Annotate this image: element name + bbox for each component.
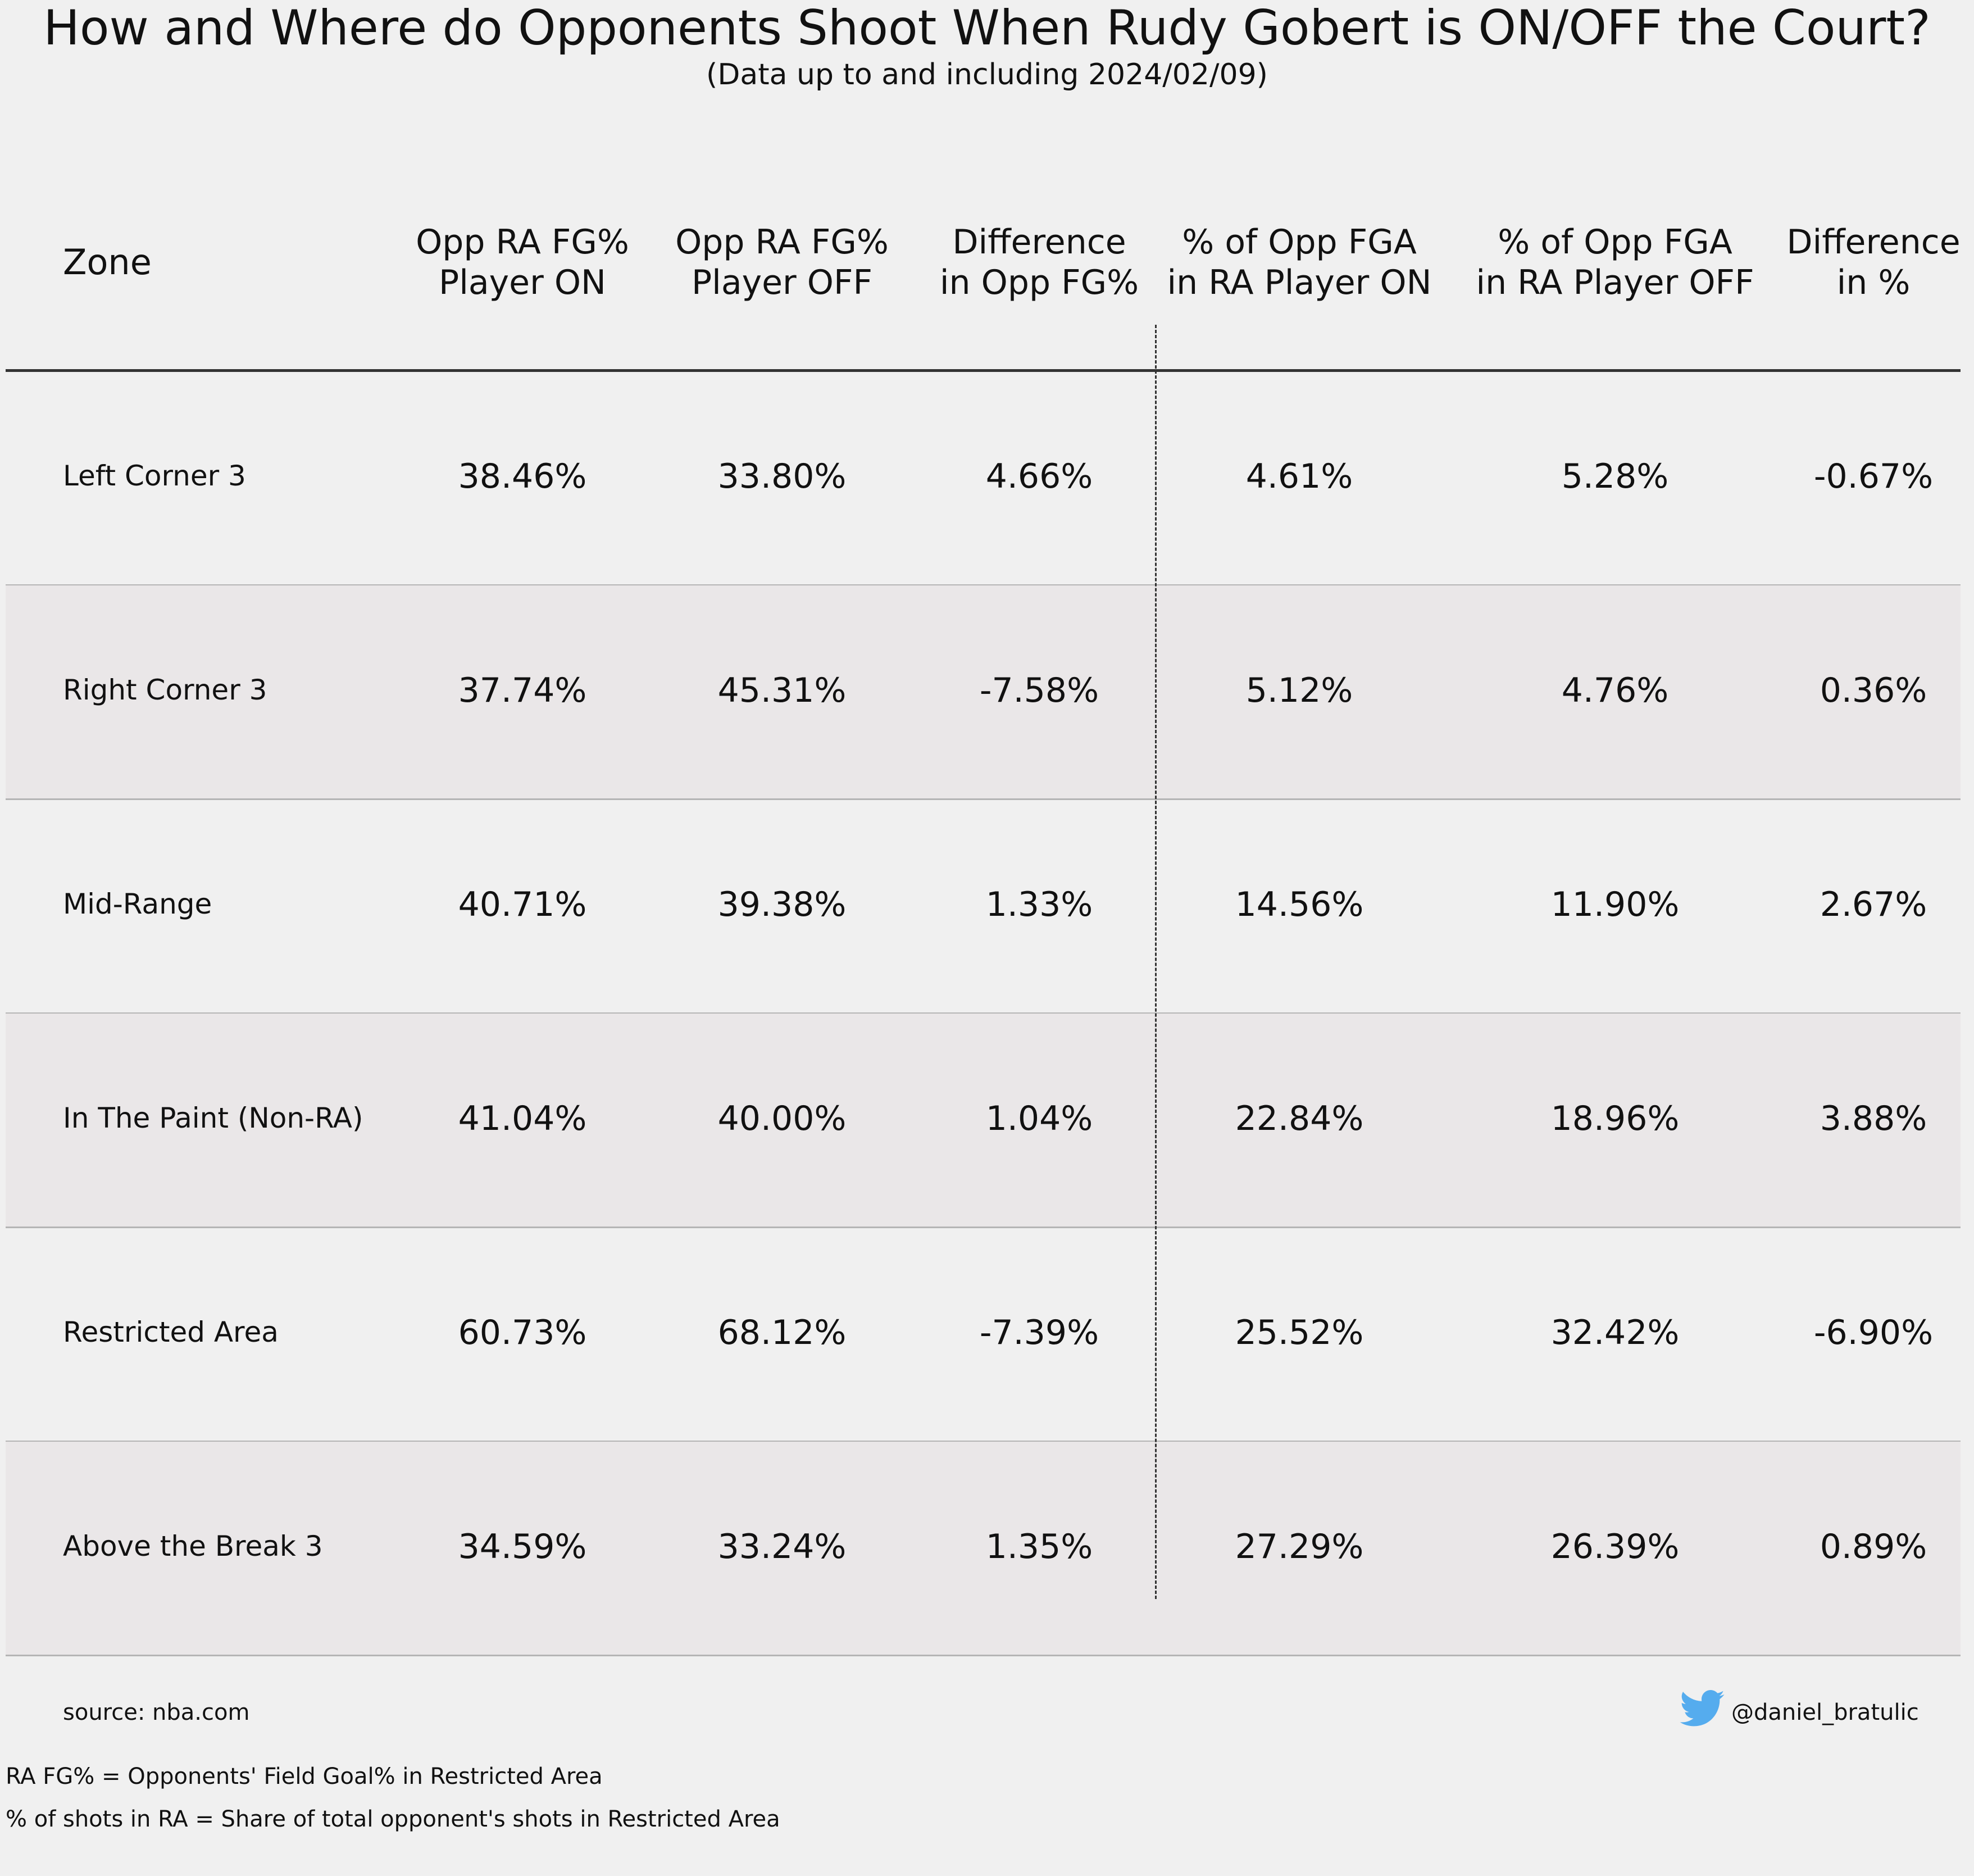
value-cell: 41.04% <box>458 1099 587 1138</box>
zone-label: Mid-Range <box>63 888 212 920</box>
column-header-5-line-1: % of Opp FGA <box>1498 222 1732 262</box>
value-cell: 60.73% <box>458 1313 587 1352</box>
author-handle: @daniel_bratulic <box>1731 1700 1919 1725</box>
chart-title: How and Where do Opponents Shoot When Ru… <box>43 0 1931 56</box>
zone-label: In The Paint (Non-RA) <box>63 1102 363 1134</box>
value-cell: 25.52% <box>1235 1313 1364 1352</box>
value-cell: 22.84% <box>1235 1099 1364 1138</box>
value-cell: 5.12% <box>1245 671 1353 710</box>
column-header-2-line-2: Player OFF <box>691 263 873 302</box>
footnote-ra-fg: RA FG% = Opponents' Field Goal% in Restr… <box>6 1764 603 1789</box>
value-cell: -0.67% <box>1813 457 1934 496</box>
value-cell: 2.67% <box>1820 885 1927 924</box>
value-cell: 1.04% <box>985 1099 1093 1138</box>
value-cell: 68.12% <box>717 1313 847 1352</box>
value-cell: 34.59% <box>458 1527 587 1566</box>
row-divider <box>6 1012 1961 1014</box>
column-header-3-line-1: Difference <box>952 222 1126 262</box>
value-cell: 0.36% <box>1820 671 1927 710</box>
value-cell: 4.76% <box>1561 671 1669 710</box>
column-header-4-line-2: in RA Player ON <box>1167 263 1432 302</box>
value-cell: 33.24% <box>717 1527 847 1566</box>
value-cell: 4.66% <box>985 457 1093 496</box>
column-header-zone: Zone <box>63 242 152 283</box>
chart-subtitle: (Data up to and including 2024/02/09) <box>706 58 1268 92</box>
value-cell: 45.31% <box>717 671 847 710</box>
column-header-3-line-2: in Opp FG% <box>939 263 1139 302</box>
zone-label: Above the Break 3 <box>63 1530 323 1562</box>
twitter-bird-icon <box>1680 1690 1725 1727</box>
column-header-1-line-2: Player ON <box>439 263 606 302</box>
row-divider <box>6 798 1961 800</box>
table-row <box>6 585 1961 800</box>
row-divider <box>6 584 1961 586</box>
value-cell: -7.39% <box>979 1313 1099 1352</box>
value-cell: 26.39% <box>1550 1527 1680 1566</box>
zone-label: Right Corner 3 <box>63 674 267 706</box>
source-note: source: nba.com <box>63 1700 250 1725</box>
zone-label: Left Corner 3 <box>63 460 246 492</box>
value-cell: 33.80% <box>717 457 847 496</box>
row-divider <box>6 1655 1961 1656</box>
value-cell: 4.61% <box>1245 457 1353 496</box>
header-rule <box>6 369 1961 372</box>
column-header-1-line-1: Opp RA FG% <box>416 222 629 262</box>
column-header-6-line-1: Difference <box>1786 222 1961 262</box>
value-cell: -7.58% <box>979 671 1099 710</box>
value-cell: 38.46% <box>458 457 587 496</box>
section-divider <box>1155 325 1157 1599</box>
column-header-5-line-2: in RA Player OFF <box>1476 263 1754 302</box>
value-cell: 0.89% <box>1820 1527 1927 1566</box>
value-cell: 5.28% <box>1561 457 1669 496</box>
column-header-4-line-1: % of Opp FGA <box>1182 222 1417 262</box>
value-cell: 3.88% <box>1820 1099 1927 1138</box>
zone-label: Restricted Area <box>63 1316 279 1348</box>
table-row <box>6 1014 1961 1228</box>
value-cell: 40.00% <box>717 1099 847 1138</box>
table-row <box>6 1442 1961 1656</box>
row-divider <box>6 1441 1961 1442</box>
value-cell: 40.71% <box>458 885 587 924</box>
value-cell: 1.35% <box>985 1527 1093 1566</box>
value-cell: 27.29% <box>1235 1527 1364 1566</box>
value-cell: 32.42% <box>1550 1313 1680 1352</box>
value-cell: 11.90% <box>1550 885 1680 924</box>
value-cell: 1.33% <box>985 885 1093 924</box>
value-cell: 37.74% <box>458 671 587 710</box>
footnote-shots-ra: % of shots in RA = Share of total oppone… <box>6 1806 780 1832</box>
row-divider <box>6 1227 1961 1228</box>
column-header-2-line-1: Opp RA FG% <box>675 222 889 262</box>
value-cell: -6.90% <box>1813 1313 1934 1352</box>
value-cell: 39.38% <box>717 885 847 924</box>
value-cell: 18.96% <box>1550 1099 1680 1138</box>
column-header-6-line-2: in % <box>1836 263 1911 302</box>
value-cell: 14.56% <box>1235 885 1364 924</box>
